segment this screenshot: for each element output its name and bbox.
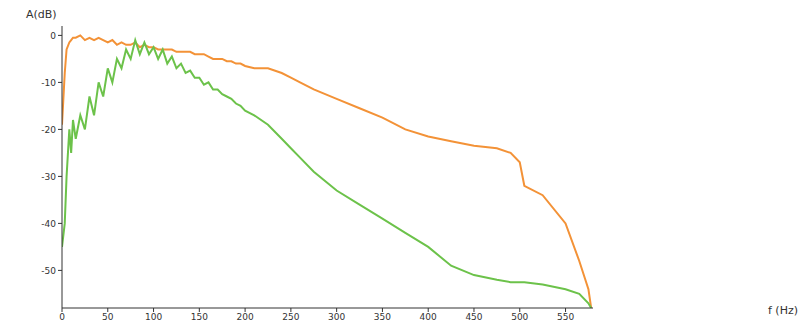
svg-text:350: 350 xyxy=(374,312,391,322)
svg-text:-50: -50 xyxy=(41,266,56,276)
svg-text:50: 50 xyxy=(102,312,114,322)
svg-text:-20: -20 xyxy=(41,125,56,135)
svg-text:250: 250 xyxy=(282,312,299,322)
svg-text:300: 300 xyxy=(328,312,345,322)
html-text:f (Hz): f (Hz) xyxy=(768,304,798,317)
svg-text:500: 500 xyxy=(511,312,528,322)
svg-text:-10: -10 xyxy=(41,78,56,88)
svg-text:150: 150 xyxy=(191,312,208,322)
svg-text:400: 400 xyxy=(420,312,437,322)
html-text:A(dB): A(dB) xyxy=(26,8,57,21)
svg-text:200: 200 xyxy=(237,312,254,322)
svg-text:0: 0 xyxy=(59,312,65,322)
svg-text:-40: -40 xyxy=(41,219,56,229)
svg-text:450: 450 xyxy=(465,312,482,322)
svg-text:550: 550 xyxy=(557,312,574,322)
svg-text:-30: -30 xyxy=(41,172,56,182)
svg-text:100: 100 xyxy=(145,312,162,322)
svg-text:0: 0 xyxy=(50,31,56,41)
